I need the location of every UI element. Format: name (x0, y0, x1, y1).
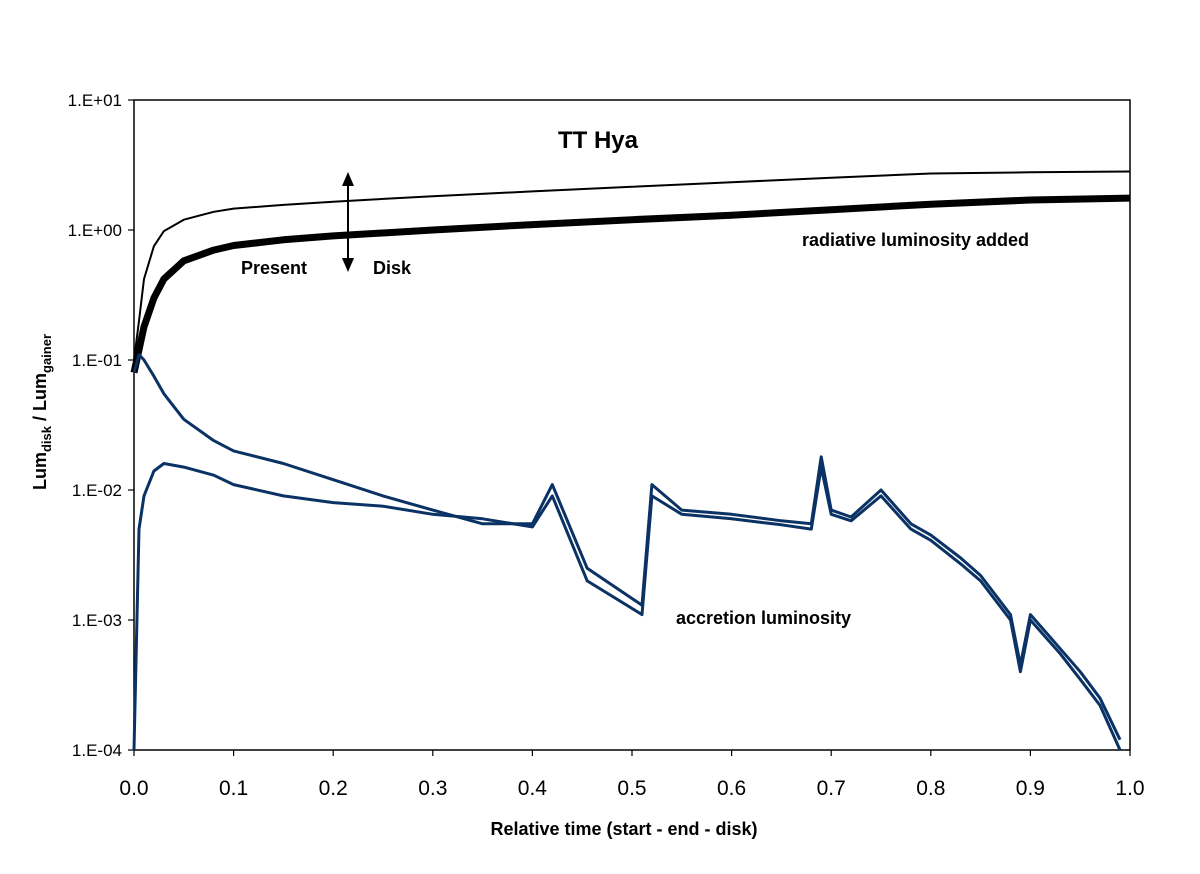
x-tick-label: 0.9 (1016, 777, 1045, 800)
chart-title: TT Hya (558, 127, 639, 154)
accretion-luminosity-label: accretion luminosity (676, 608, 851, 628)
series-line-1 (130, 194, 1131, 374)
y-tick-label: 1.E-02 (72, 481, 122, 500)
y-tick-label: 1.E-01 (72, 351, 122, 370)
series-line-3 (132, 462, 1122, 751)
double-arrow-icon (342, 172, 354, 272)
series-line-0 (133, 170, 1131, 361)
y-axis-title-main-2: / Lum (30, 373, 50, 426)
disk-label: Disk (373, 258, 412, 278)
x-tick-label: 0.6 (717, 777, 746, 800)
present-label: Present (241, 258, 307, 278)
y-tick-label: 1.E-03 (72, 611, 122, 630)
x-tick-label: 0.2 (319, 777, 348, 800)
x-tick-label: 0.0 (119, 777, 148, 800)
y-axis-ticks: 1.E+01 1.E+00 1.E-01 1.E-02 1.E-03 1.E-04 (68, 91, 134, 760)
x-tick-label: 0.4 (518, 777, 548, 800)
x-axis-title: Relative time (start - end - disk) (490, 819, 757, 839)
y-tick-label: 1.E-04 (72, 741, 122, 760)
y-axis-title-sub-2: gainer (39, 334, 54, 373)
y-tick-label: 1.E+01 (68, 91, 122, 110)
x-tick-label: 0.3 (418, 777, 447, 800)
x-tick-label: 0.7 (817, 777, 846, 800)
y-tick-label: 1.E+00 (68, 221, 122, 240)
x-tick-label: 0.8 (916, 777, 945, 800)
x-tick-label: 1.0 (1115, 777, 1144, 800)
series-line-2 (132, 353, 1122, 741)
plot-frame (133, 99, 1131, 751)
series-layer (130, 170, 1131, 751)
x-tick-label: 0.5 (617, 777, 646, 800)
y-axis-title: Lumdisk / Lumgainer (30, 334, 54, 490)
y-axis-title-sub: disk (39, 425, 54, 452)
x-axis-ticks: 0.0 0.1 0.2 0.3 0.4 0.5 0.6 0.7 0.8 0.9 1.0 (119, 750, 1145, 800)
y-axis-title-main: Lum (30, 452, 50, 490)
radiative-luminosity-label: radiative luminosity added (802, 230, 1029, 250)
x-tick-label: 0.1 (219, 777, 248, 800)
